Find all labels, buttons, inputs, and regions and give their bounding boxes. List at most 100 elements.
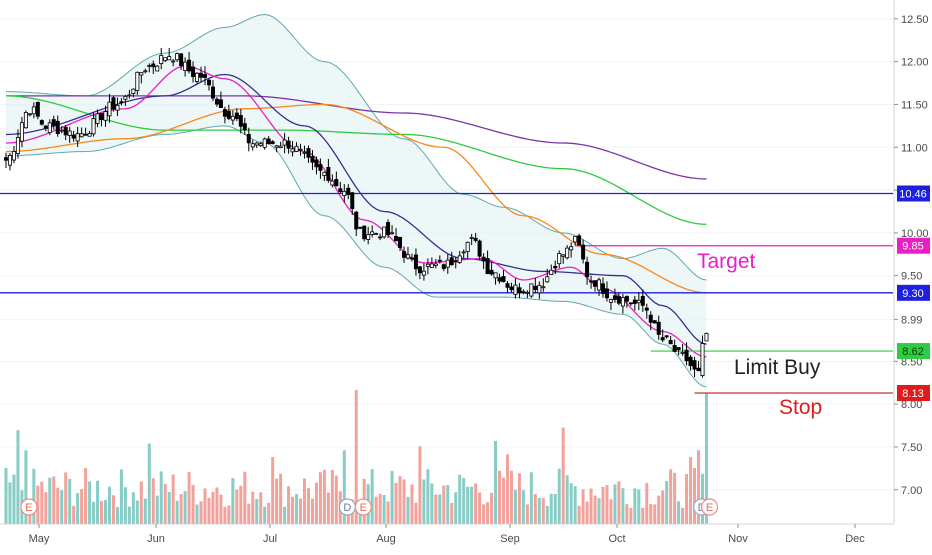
candle xyxy=(242,117,247,135)
volume-bar xyxy=(215,487,219,524)
volume-bar xyxy=(123,487,127,524)
candle-body xyxy=(501,276,506,283)
candle xyxy=(660,329,665,342)
candle-body xyxy=(417,266,422,274)
volume-bar xyxy=(334,475,338,524)
volume-bar xyxy=(48,477,52,524)
svg-text:8.13: 8.13 xyxy=(902,388,923,400)
candle-body xyxy=(473,237,478,241)
candle xyxy=(541,278,546,292)
candle xyxy=(620,293,625,314)
volume-bar xyxy=(681,507,685,524)
volume-bar xyxy=(537,497,541,524)
svg-text:9.30: 9.30 xyxy=(902,288,923,300)
candle-body xyxy=(135,71,140,91)
candle-body xyxy=(676,347,681,351)
volume-bar xyxy=(16,430,20,524)
candle-body xyxy=(183,61,188,71)
candle-body xyxy=(326,166,331,181)
candle xyxy=(87,130,92,137)
candle-body xyxy=(445,259,450,268)
svg-text:9.85: 9.85 xyxy=(902,241,923,253)
candle-body xyxy=(218,99,223,108)
candle-body xyxy=(11,151,16,161)
candle-body xyxy=(409,257,414,260)
candle xyxy=(75,127,80,147)
volume-bar xyxy=(581,489,585,524)
candle-body xyxy=(513,284,518,295)
candle xyxy=(569,242,574,258)
candle-body xyxy=(131,88,136,94)
candle-body xyxy=(167,56,172,61)
candle-body xyxy=(15,137,20,154)
candle xyxy=(346,184,351,200)
candle-body xyxy=(517,287,522,293)
candle-body xyxy=(199,72,204,78)
volume-bar xyxy=(267,502,271,524)
candle xyxy=(405,246,410,260)
earnings-marker: E xyxy=(20,498,38,516)
candle-body xyxy=(362,225,367,240)
volume-bar xyxy=(326,492,330,524)
candle-body xyxy=(274,145,279,148)
candle xyxy=(409,253,414,262)
volume-bar xyxy=(589,488,593,524)
candle-body xyxy=(155,65,160,72)
candle xyxy=(115,97,120,117)
candle-body xyxy=(254,142,259,146)
candle xyxy=(195,72,200,85)
candle-body xyxy=(437,259,442,262)
candle-body xyxy=(692,360,697,370)
volume-bar xyxy=(677,501,681,524)
candle-body xyxy=(644,307,649,311)
candle-body xyxy=(688,356,693,367)
candle-body xyxy=(175,53,180,61)
volume-bar xyxy=(426,469,430,524)
candle-body xyxy=(306,148,311,158)
candle-body xyxy=(433,263,438,266)
candle xyxy=(525,290,530,299)
candle-body xyxy=(401,251,406,258)
candle xyxy=(601,277,606,298)
volume-bar xyxy=(430,483,434,524)
candle-body xyxy=(75,133,80,142)
candle xyxy=(449,251,454,266)
candle-body xyxy=(636,299,641,304)
volume-bar xyxy=(342,450,346,524)
candle xyxy=(593,280,598,292)
candle xyxy=(632,295,637,311)
volume-bar xyxy=(12,474,16,524)
candle xyxy=(636,292,641,311)
volume-bar xyxy=(36,485,40,524)
candle xyxy=(557,250,562,269)
volume-bar xyxy=(370,469,374,524)
candle-body xyxy=(485,258,490,275)
volume-bar xyxy=(434,494,438,524)
candle-body xyxy=(222,109,227,117)
volume-bar xyxy=(243,471,247,524)
volume-bar xyxy=(474,483,478,524)
candle xyxy=(469,234,474,246)
volume-bar xyxy=(310,498,314,524)
candle-body xyxy=(573,235,578,243)
volume-bars xyxy=(4,390,708,524)
candle-body xyxy=(593,280,598,287)
candle-body xyxy=(453,260,458,263)
volume-bar xyxy=(72,505,76,524)
candle xyxy=(326,158,331,183)
price-tick-label: 12.00 xyxy=(901,57,929,69)
candle xyxy=(167,48,172,61)
candle-body xyxy=(294,145,299,152)
volume-bar xyxy=(52,476,56,524)
volume-bar xyxy=(8,482,12,524)
candle-body xyxy=(672,345,677,352)
candle-body xyxy=(700,343,705,376)
candle xyxy=(433,258,438,269)
candle xyxy=(31,102,36,119)
volume-bar xyxy=(653,504,657,524)
candle-body xyxy=(386,222,391,235)
candle-body xyxy=(390,232,395,235)
volume-bar xyxy=(187,471,191,524)
candle xyxy=(47,119,52,136)
candle-body xyxy=(187,59,192,72)
